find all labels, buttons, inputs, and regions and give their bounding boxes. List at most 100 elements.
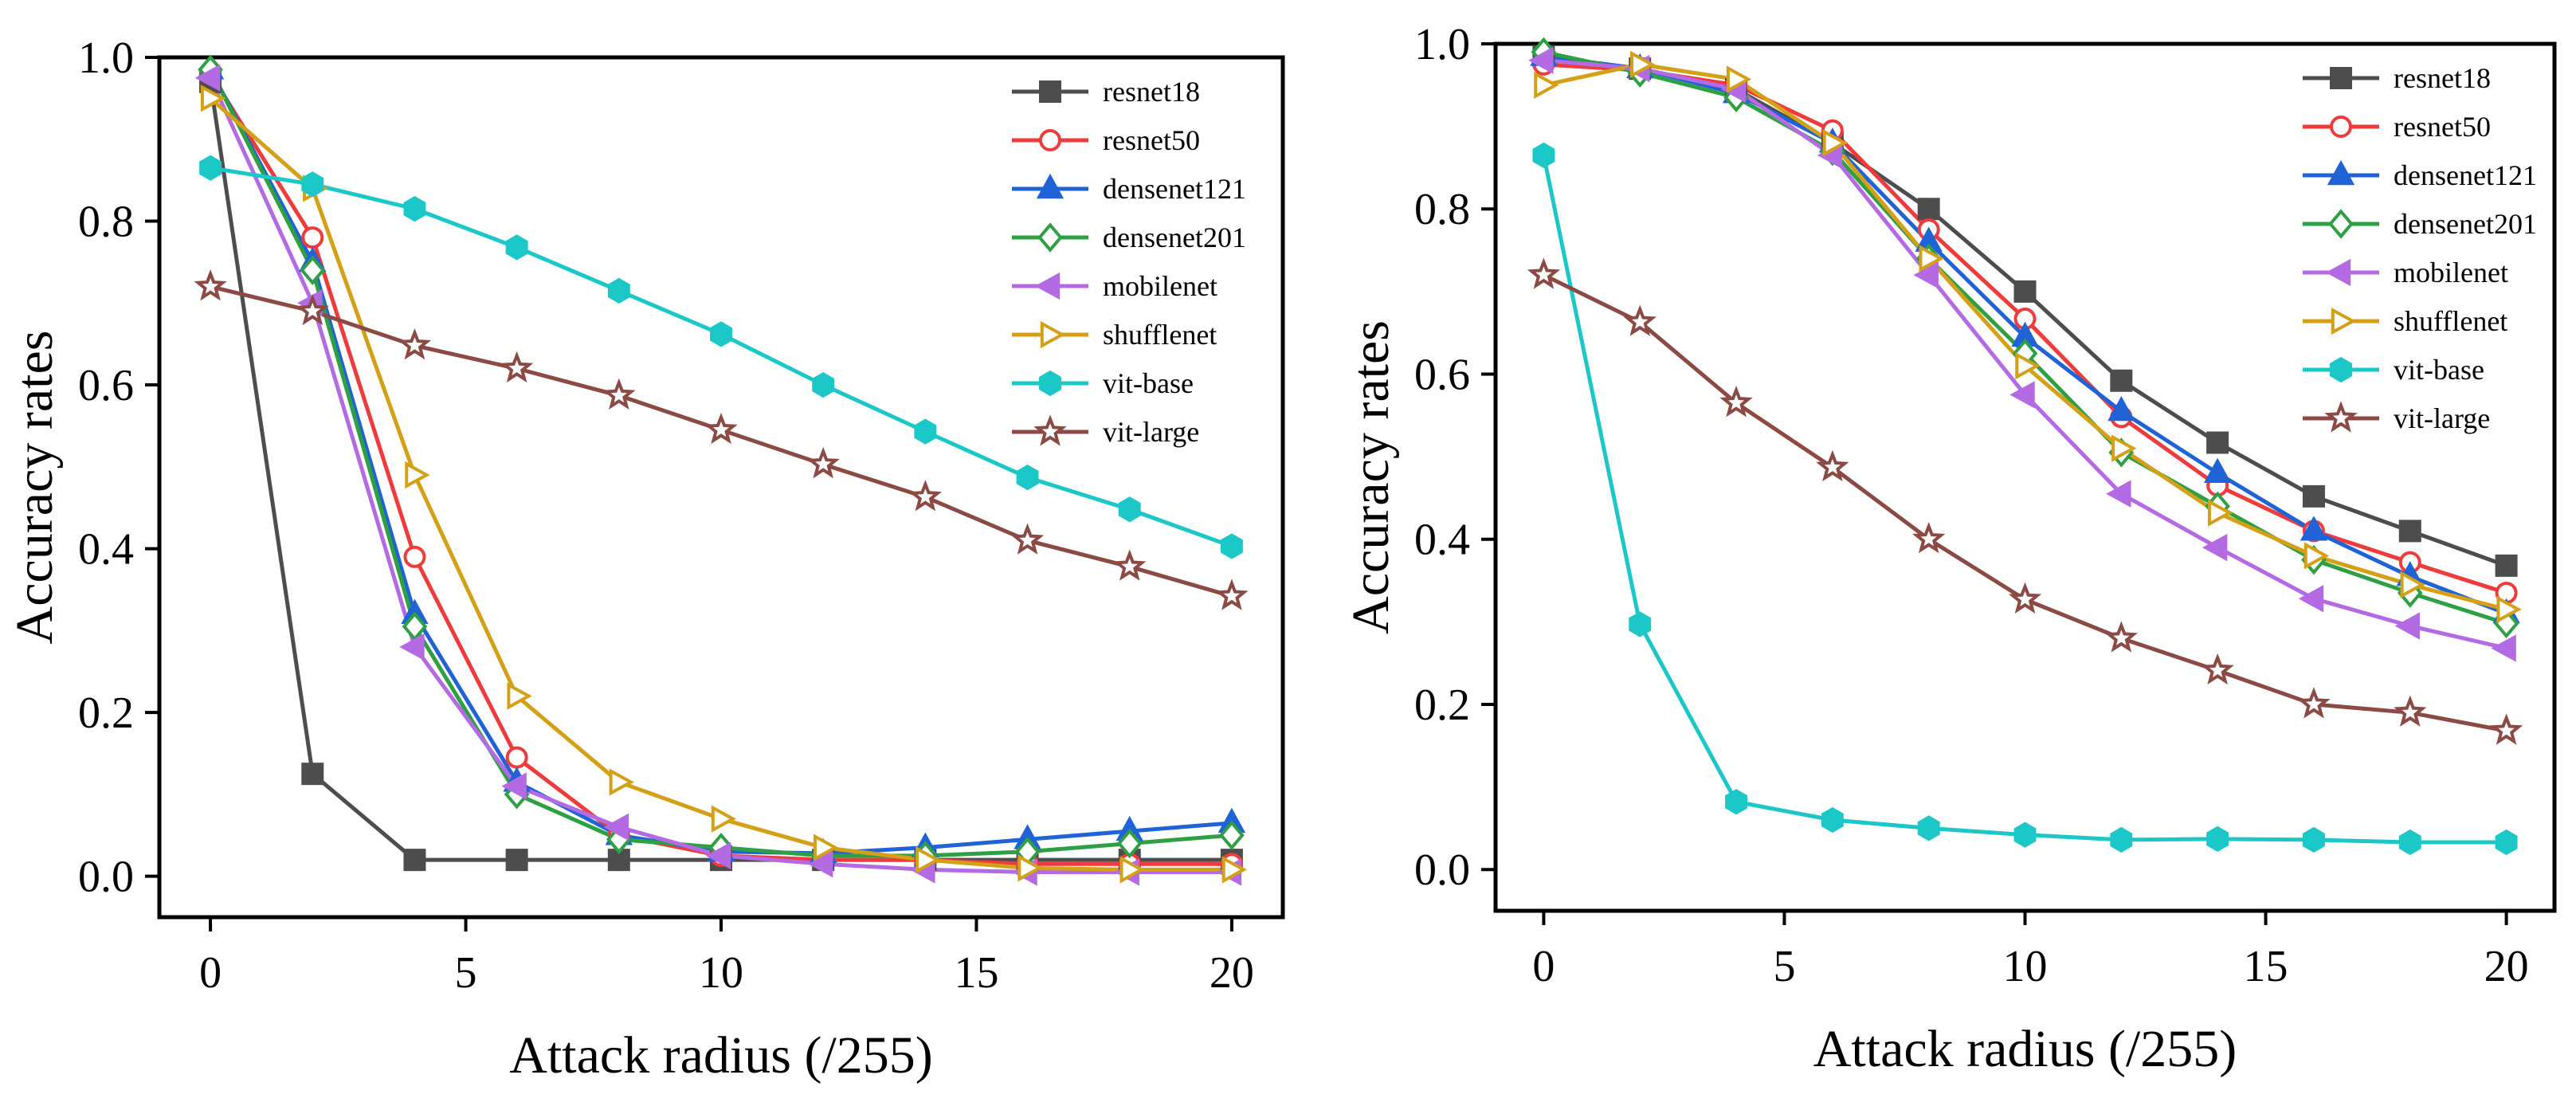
data-point-resnet18: [2110, 369, 2133, 392]
data-point-mobilenet: [2009, 381, 2035, 409]
legend-label-vit-base: vit-base: [2394, 354, 2484, 386]
x-axis-title: Attack radius (/255): [509, 1026, 933, 1085]
data-point-shufflenet: [1822, 129, 1849, 157]
data-point-shufflenet: [1919, 245, 1944, 273]
data-point-densenet201: [1116, 828, 1143, 859]
y-tick-label: 1.0: [1414, 20, 1470, 69]
data-point-vit-large: [2008, 582, 2042, 614]
data-point-vit-large: [1623, 304, 1657, 336]
legend-label-resnet18: resnet18: [2394, 62, 2491, 94]
data-point-vit-base: [1917, 815, 1940, 841]
data-point-shufflenet: [1630, 50, 1656, 79]
data-point-shufflenet: [405, 461, 430, 489]
legend-label-resnet50: resnet50: [1103, 124, 1200, 156]
data-point-resnet18: [2302, 484, 2325, 508]
data-point-vit-large: [1215, 579, 1249, 610]
data-point-shufflenet: [1221, 856, 1248, 884]
legend-label-densenet201: densenet201: [1103, 222, 1246, 253]
data-point-resnet18: [1917, 198, 1940, 221]
series-line-vit-base: [1541, 155, 2507, 845]
data-point-vit-base: [2110, 826, 2133, 853]
data-point-densenet121: [2300, 516, 2328, 541]
data-point-mobilenet: [2491, 634, 2516, 662]
legend-marker-resnet18: [1039, 80, 1061, 103]
data-point-shufflenet: [2111, 434, 2137, 462]
data-point-densenet121: [2203, 457, 2232, 484]
data-point-mobilenet: [501, 772, 527, 800]
legend: resnet18 resnet50 densenet121 densenet201 mo…: [1012, 76, 1246, 448]
data-point-vit-base: [2206, 826, 2229, 852]
legend-label-densenet121: densenet121: [1103, 173, 1246, 205]
legend-marker-vit-large: [2324, 401, 2358, 433]
data-point-vit-large: [398, 328, 432, 360]
data-point-densenet201: [300, 255, 326, 285]
series-markers-vit-large: [194, 269, 1249, 610]
data-point-shufflenet: [1726, 65, 1752, 93]
legend-marker-densenet201: [1037, 222, 1063, 253]
data-point-mobilenet: [1913, 261, 1939, 289]
legend-marker-vit-base: [2330, 356, 2352, 383]
data-point-vit-large: [1719, 386, 1753, 418]
legend-label-mobilenet: mobilenet: [1103, 270, 1217, 302]
data-point-vit-large: [1010, 523, 1045, 555]
legend-label-vit-large: vit-large: [2394, 402, 2490, 434]
x-tick-label: 20: [1210, 948, 1254, 998]
y-tick-label: 0.0: [78, 853, 134, 902]
y-tick-label: 0.6: [78, 361, 134, 410]
data-point-vit-base: [1725, 789, 1747, 815]
data-point-vit-large: [296, 293, 329, 326]
x-tick-label: 15: [954, 948, 998, 998]
y-tick-label: 0.2: [1414, 681, 1470, 730]
y-axis-title: Accuracy rates: [6, 331, 64, 645]
data-point-mobilenet: [2106, 480, 2131, 508]
series-markers-vit-base: [199, 155, 1243, 559]
series-markers-vit-base: [1532, 142, 2518, 856]
chart-left: 0 5 10 15 20 0.0 0.2 0.4 0.6 0.8 1.0 Attack radius …: [6, 33, 1285, 1085]
data-point-shufflenet: [200, 84, 226, 112]
data-point-vit-base: [2495, 829, 2518, 856]
legend-marker-densenet121: [2327, 159, 2355, 186]
x-tick-label: 10: [2003, 942, 2048, 991]
data-point-vit-base: [1220, 533, 1243, 559]
legend: resnet18 resnet50 densenet121 densenet201 mo…: [2303, 62, 2537, 434]
data-point-vit-large: [2104, 621, 2139, 653]
y-tick-label: 0.6: [1414, 350, 1470, 399]
y-tick-label: 0.4: [78, 525, 134, 575]
legend-marker-vit-base: [1039, 370, 1061, 397]
data-point-mobilenet: [2394, 612, 2420, 640]
y-tick-label: 0.0: [1414, 845, 1470, 895]
data-point-vit-large: [806, 446, 840, 479]
data-point-vit-base: [199, 155, 222, 181]
data-point-vit-base: [1821, 806, 1844, 833]
legend-marker-densenet201: [2328, 209, 2354, 239]
legend-label-vit-base: vit-base: [1103, 367, 1194, 399]
data-point-vit-base: [301, 171, 324, 198]
data-point-vit-large: [1113, 549, 1147, 581]
x-tick-label: 20: [2484, 942, 2529, 991]
series-markers-densenet121: [196, 54, 1246, 864]
data-point-shufflenet: [2304, 542, 2330, 570]
x-tick-label: 0: [1532, 942, 1555, 991]
data-point-mobilenet: [808, 850, 833, 878]
data-point-resnet50: [301, 226, 324, 249]
data-point-resnet18: [2206, 431, 2229, 454]
data-point-resnet18: [505, 849, 528, 872]
data-point-mobilenet: [2298, 585, 2324, 613]
data-point-vit-base: [2398, 829, 2421, 856]
legend-marker-vit-large: [1033, 414, 1067, 446]
data-point-shufflenet: [507, 682, 532, 710]
data-point-shufflenet: [916, 845, 941, 874]
data-point-vit-large: [1527, 257, 1561, 289]
data-point-vit-base: [607, 277, 630, 304]
data-point-vit-large: [2489, 713, 2523, 745]
data-point-vit-base: [2303, 826, 2325, 853]
legend-label-shufflenet: shufflenet: [2394, 305, 2507, 337]
series-markers-mobilenet: [1528, 46, 2516, 662]
data-point-shufflenet: [2400, 571, 2425, 598]
legend-label-vit-large: vit-large: [1103, 416, 1199, 448]
data-point-vit-large: [2394, 695, 2427, 727]
data-point-vit-large: [500, 351, 534, 383]
series-markers-vit-large: [1527, 257, 2523, 745]
legend-label-densenet201: densenet201: [2394, 208, 2537, 240]
